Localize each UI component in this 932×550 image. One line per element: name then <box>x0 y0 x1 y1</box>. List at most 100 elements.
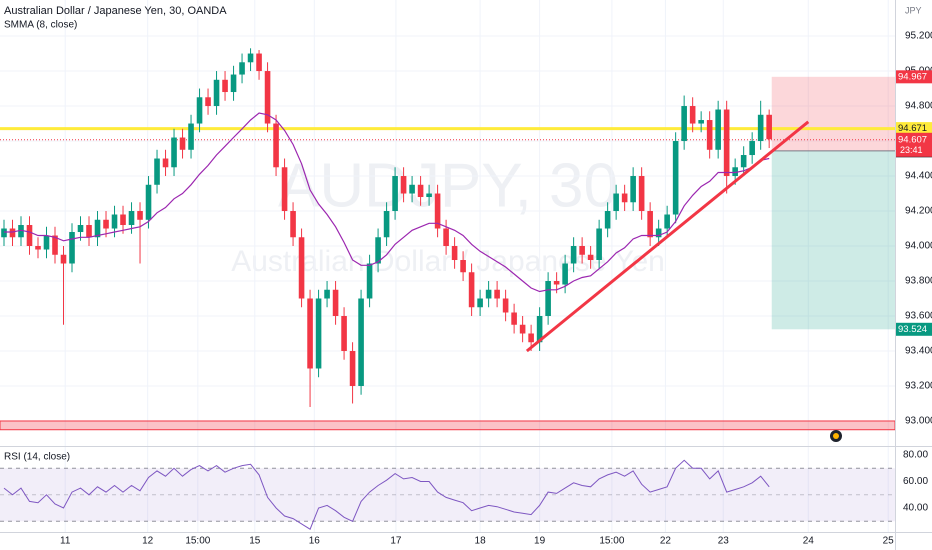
price-tick-label: 94.400 <box>905 171 932 182</box>
candle-body <box>239 62 245 75</box>
candle-body <box>52 235 58 255</box>
candle-body <box>188 123 194 150</box>
candle-body <box>230 74 237 93</box>
candle-body <box>613 193 619 212</box>
candle-body <box>570 246 577 264</box>
rsi-tick-label: 40.00 <box>903 503 928 514</box>
rsi-legend: RSI (14, close) <box>4 452 70 463</box>
candle-body <box>681 106 687 142</box>
candle-body <box>60 254 67 264</box>
candle-body <box>426 193 432 198</box>
candle-body <box>417 184 424 198</box>
candle-body <box>528 333 534 343</box>
candle-body <box>494 289 500 299</box>
candle-body <box>375 237 381 264</box>
candle-body <box>349 350 356 386</box>
rsi-tick-label: 80.00 <box>903 450 928 461</box>
candle-body <box>604 211 611 229</box>
trendline <box>525 120 810 353</box>
time-tick-label: 17 <box>390 536 402 547</box>
stop-zone <box>771 76 895 151</box>
candle-body <box>145 184 152 220</box>
price-pane <box>0 0 896 532</box>
candle-body <box>443 228 449 247</box>
candle-body <box>307 298 313 369</box>
currency-label: JPY <box>905 5 922 15</box>
price-label-box <box>896 322 932 336</box>
time-tick-label: 16 <box>309 536 321 547</box>
candle-body <box>324 289 330 299</box>
price-label: 94.671 <box>898 123 927 134</box>
candle-body <box>749 141 755 156</box>
price-tick-label: 94.800 <box>905 101 932 112</box>
candle-body <box>757 114 764 142</box>
candle-body <box>630 176 636 203</box>
time-tick-label: 11 <box>60 536 71 547</box>
candle-body <box>69 232 75 264</box>
candle-body <box>647 211 653 238</box>
candle-body <box>485 289 492 299</box>
candle-body <box>383 211 390 238</box>
icon-dot[interactable] <box>833 433 839 439</box>
rsi-line <box>3 459 770 530</box>
candle-body <box>434 193 441 229</box>
candle-body <box>519 324 526 334</box>
candle-body <box>732 167 738 177</box>
candle-body <box>273 123 279 168</box>
candle-body <box>358 298 364 386</box>
candle-body <box>451 246 458 261</box>
target-zone <box>771 150 895 330</box>
candle-body <box>179 137 186 150</box>
candle-body <box>460 260 466 273</box>
candle-body <box>587 254 594 261</box>
candle-body <box>689 106 696 124</box>
candle-body <box>655 228 662 238</box>
candle-body <box>766 114 772 140</box>
candle-body <box>638 176 645 212</box>
candle-body <box>256 53 262 72</box>
time-tick-label: 22 <box>660 536 672 547</box>
candle-body <box>672 141 679 215</box>
candle-body <box>715 109 721 150</box>
last-price-label: 94.607 <box>898 134 927 145</box>
countdown-label: 23:41 <box>900 145 923 155</box>
candle-body <box>120 214 126 226</box>
candle-body <box>502 298 509 313</box>
price-tick-label: 93.800 <box>905 276 932 287</box>
candle-body <box>290 211 296 238</box>
candle-body <box>740 155 747 168</box>
candle-body <box>536 315 543 343</box>
support-zone <box>0 420 896 431</box>
candle-body <box>468 272 475 308</box>
candle-body <box>315 298 322 369</box>
candle-body <box>77 225 84 233</box>
time-tick-label: 23 <box>718 536 730 547</box>
bell-icon[interactable] <box>830 430 842 442</box>
candle-body <box>477 298 483 308</box>
candle-body <box>698 120 704 124</box>
candle-body <box>9 228 16 238</box>
smma-line <box>4 112 770 293</box>
time-tick-label: 18 <box>475 536 487 547</box>
time-tick-label: 19 <box>534 536 546 547</box>
candle-body <box>281 167 288 212</box>
last-price-box <box>896 132 932 157</box>
candle-body <box>111 214 118 229</box>
candle-body <box>332 289 339 316</box>
candle-body <box>94 219 101 238</box>
candle-body <box>366 263 373 299</box>
candle-body <box>664 214 670 229</box>
candle-body <box>18 225 24 238</box>
candle-body <box>103 219 109 229</box>
candle-body <box>205 97 211 107</box>
price-label: 94.967 <box>898 71 927 82</box>
price-tick-label: 93.000 <box>905 416 932 427</box>
candle-body <box>579 246 585 255</box>
time-tick-label: 15 <box>249 536 261 547</box>
indicator-legend: SMMA (8, close) <box>4 20 77 31</box>
watermark-symbol: AUDJPY, 30 <box>278 151 618 220</box>
candle-body <box>1 228 7 238</box>
candle-body <box>621 193 628 203</box>
rsi-pane <box>0 459 895 530</box>
